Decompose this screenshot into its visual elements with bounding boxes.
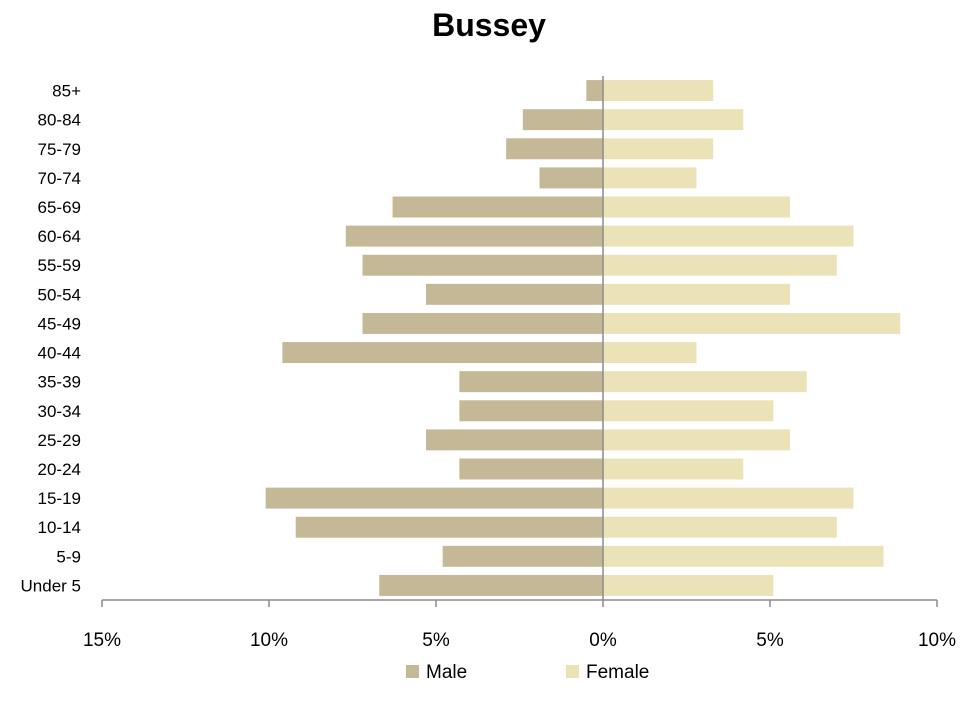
chart-title: Bussey [432, 7, 546, 43]
bar-male-25-29 [425, 429, 603, 451]
category-label: 20-24 [38, 460, 81, 479]
category-label: 65-69 [38, 198, 81, 217]
x-tick-label: 5% [756, 630, 784, 651]
x-tick-label: 15% [83, 630, 121, 651]
category-label: 85+ [52, 82, 81, 101]
category-label: 25-29 [38, 431, 81, 450]
bar-female-35-39 [603, 371, 807, 393]
bar-female-85+ [603, 80, 714, 102]
category-label: 10-14 [38, 518, 81, 537]
category-label: 5-9 [56, 547, 81, 566]
bar-male-10-14 [295, 516, 603, 538]
bar-female-50-54 [603, 283, 791, 305]
bar-female-5-9 [603, 545, 884, 567]
bar-male-70-74 [539, 167, 603, 189]
bar-female-15-19 [603, 487, 854, 509]
x-tick-label: 0% [589, 630, 617, 651]
legend-label-female: Female [586, 662, 649, 683]
bar-female-70-74 [603, 167, 697, 189]
category-label: 50-54 [38, 285, 81, 304]
category-label: 40-44 [38, 344, 81, 363]
bar-male-45-49 [362, 312, 603, 334]
bar-female-55-59 [603, 254, 837, 276]
x-tick-label: 10% [918, 630, 956, 651]
x-axis: 15% 10% 5% 0% 5% 10% [83, 76, 956, 651]
category-label: 30-34 [38, 402, 81, 421]
bar-male-5-9 [442, 545, 603, 567]
bar-female-25-29 [603, 429, 791, 451]
bar-female-under-5 [603, 574, 774, 596]
bar-male-60-64 [345, 225, 603, 247]
category-labels: 85+ 80-84 75-79 70-74 65-69 60-64 55-59 50-54 45… [21, 82, 82, 596]
category-label: 75-79 [38, 140, 81, 159]
category-label: 80-84 [38, 111, 81, 130]
category-label: 45-49 [38, 314, 81, 333]
x-tick-label: 5% [422, 630, 450, 651]
category-label: Under 5 [21, 576, 81, 595]
category-label: 70-74 [38, 169, 81, 188]
legend: Male Female [406, 662, 649, 683]
bar-male-55-59 [362, 254, 603, 276]
bar-female-75-79 [603, 138, 714, 160]
bar-female-45-49 [603, 312, 901, 334]
bar-female-65-69 [603, 196, 791, 218]
legend-label-male: Male [426, 662, 467, 683]
category-label: 35-39 [38, 373, 81, 392]
bar-male-65-69 [392, 196, 603, 218]
bar-female-10-14 [603, 516, 837, 538]
bar-male-40-44 [282, 342, 603, 364]
bars-group [265, 80, 901, 596]
bar-female-20-24 [603, 458, 744, 480]
bar-female-60-64 [603, 225, 854, 247]
legend-swatch-male [406, 665, 419, 678]
x-tick-label: 10% [250, 630, 288, 651]
bar-male-under-5 [379, 574, 603, 596]
category-label: 60-64 [38, 227, 81, 246]
bar-male-85+ [586, 80, 603, 102]
bar-male-15-19 [265, 487, 603, 509]
bar-male-30-34 [459, 400, 603, 422]
bar-male-35-39 [459, 371, 603, 393]
category-label: 15-19 [38, 489, 81, 508]
bar-female-30-34 [603, 400, 774, 422]
bar-male-75-79 [506, 138, 603, 160]
bar-male-50-54 [425, 283, 603, 305]
category-label: 55-59 [38, 256, 81, 275]
bar-female-40-44 [603, 342, 697, 364]
bar-male-80-84 [522, 109, 603, 131]
bar-female-80-84 [603, 109, 744, 131]
bar-male-20-24 [459, 458, 603, 480]
legend-swatch-female [566, 665, 579, 678]
